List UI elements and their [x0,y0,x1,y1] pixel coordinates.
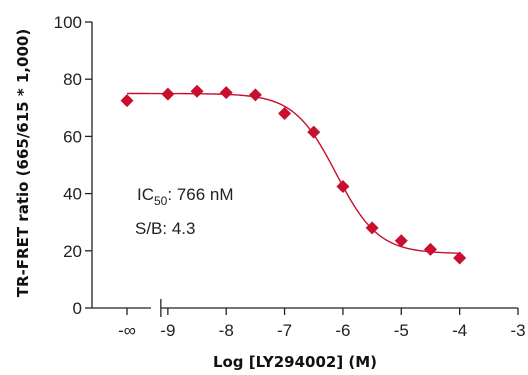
x-tick-label: -8 [219,321,234,340]
y-tick-label: 40 [63,185,82,204]
data-point [394,234,408,248]
data-point [190,84,204,98]
data-point [423,242,437,256]
data-point [161,87,175,101]
y-tick-label: 60 [63,127,82,146]
y-tick-label: 100 [54,13,82,32]
x-tick-label: -6 [335,321,350,340]
y-axis-title: TR-FRET ratio (665/615 * 1,000) [14,29,32,297]
ic50-annotation: IC50: 766 nM [137,185,234,208]
ic50-value: : 766 nM [167,185,233,204]
x-tick-label: -9 [160,321,175,340]
y-tick-label: 20 [63,242,82,261]
ic50-subscript: 50 [154,194,168,208]
axes: 0 20 40 60 80 100 -∞ -9 -8 -7 -6 -5 -4 -3 [54,13,526,340]
data-point [307,125,321,139]
data-point [219,86,233,100]
data-point [120,94,134,108]
data-points [120,84,467,265]
x-axis-title: Log [LY294002] (M) [213,353,377,371]
data-point [453,251,467,265]
data-point [248,88,262,102]
fit-curve [150,92,460,254]
data-point [365,221,379,235]
x-tick-label: -7 [277,321,292,340]
x-ticks: -∞ -9 -8 -7 -6 -5 -4 -3 [118,308,526,340]
sb-annotation: S/B: 4.3 [135,219,195,238]
y-ticks: 0 20 40 60 80 100 [54,13,92,318]
y-tick-label: 0 [73,299,82,318]
ic50-prefix: IC [137,185,154,204]
x-tick-label: -∞ [118,321,136,340]
x-tick-label: -3 [510,321,525,340]
x-tick-label: -4 [452,321,467,340]
y-tick-label: 80 [63,70,82,89]
data-point [336,179,350,193]
x-tick-label: -5 [394,321,409,340]
data-point [278,107,292,121]
fit-curve-group [127,92,460,254]
